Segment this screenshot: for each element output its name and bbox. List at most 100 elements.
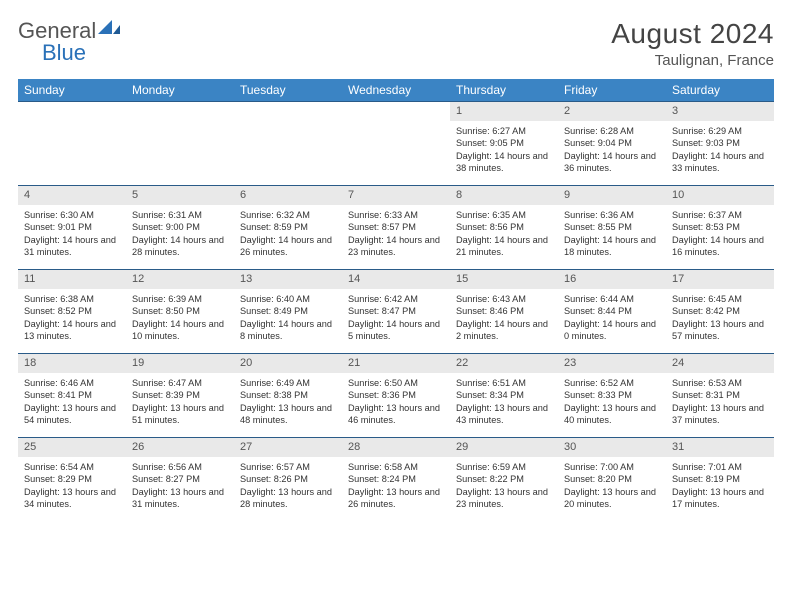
calendar-cell: ..: [126, 102, 234, 186]
sunset-text: Sunset: 8:44 PM: [564, 305, 660, 317]
day-number: 27: [234, 438, 342, 457]
sunset-text: Sunset: 8:27 PM: [132, 473, 228, 485]
daylight-text: Daylight: 14 hours and 2 minutes.: [456, 318, 552, 343]
sunrise-text: Sunrise: 6:40 AM: [240, 293, 336, 305]
sunrise-text: Sunrise: 7:01 AM: [672, 461, 768, 473]
day-details: Sunrise: 6:50 AMSunset: 8:36 PMDaylight:…: [342, 373, 450, 429]
day-number: 3: [666, 102, 774, 121]
sunset-text: Sunset: 8:22 PM: [456, 473, 552, 485]
daylight-text: Daylight: 13 hours and 51 minutes.: [132, 402, 228, 427]
day-details: Sunrise: 6:37 AMSunset: 8:53 PMDaylight:…: [666, 205, 774, 261]
day-details: Sunrise: 6:59 AMSunset: 8:22 PMDaylight:…: [450, 457, 558, 513]
calendar-cell: 30Sunrise: 7:00 AMSunset: 8:20 PMDayligh…: [558, 438, 666, 522]
day-details: Sunrise: 6:57 AMSunset: 8:26 PMDaylight:…: [234, 457, 342, 513]
sunset-text: Sunset: 8:49 PM: [240, 305, 336, 317]
day-number: 23: [558, 354, 666, 373]
calendar-cell: 12Sunrise: 6:39 AMSunset: 8:50 PMDayligh…: [126, 270, 234, 354]
sunset-text: Sunset: 8:46 PM: [456, 305, 552, 317]
daylight-text: Daylight: 13 hours and 46 minutes.: [348, 402, 444, 427]
sunset-text: Sunset: 8:29 PM: [24, 473, 120, 485]
daylight-text: Daylight: 13 hours and 57 minutes.: [672, 318, 768, 343]
daylight-text: Daylight: 13 hours and 26 minutes.: [348, 486, 444, 511]
daylight-text: Daylight: 13 hours and 37 minutes.: [672, 402, 768, 427]
day-number: 2: [558, 102, 666, 121]
sunrise-text: Sunrise: 6:45 AM: [672, 293, 768, 305]
calendar-header-row: SundayMondayTuesdayWednesdayThursdayFrid…: [18, 79, 774, 102]
calendar-cell: 27Sunrise: 6:57 AMSunset: 8:26 PMDayligh…: [234, 438, 342, 522]
daylight-text: Daylight: 14 hours and 10 minutes.: [132, 318, 228, 343]
calendar-row: 11Sunrise: 6:38 AMSunset: 8:52 PMDayligh…: [18, 270, 774, 354]
day-details: Sunrise: 6:38 AMSunset: 8:52 PMDaylight:…: [18, 289, 126, 345]
calendar-row: 4Sunrise: 6:30 AMSunset: 9:01 PMDaylight…: [18, 186, 774, 270]
sunrise-text: Sunrise: 6:44 AM: [564, 293, 660, 305]
calendar-row: ........1Sunrise: 6:27 AMSunset: 9:05 PM…: [18, 102, 774, 186]
daylight-text: Daylight: 14 hours and 38 minutes.: [456, 150, 552, 175]
day-number: 13: [234, 270, 342, 289]
daylight-text: Daylight: 13 hours and 43 minutes.: [456, 402, 552, 427]
daylight-text: Daylight: 14 hours and 5 minutes.: [348, 318, 444, 343]
sunset-text: Sunset: 8:59 PM: [240, 221, 336, 233]
day-details: Sunrise: 6:51 AMSunset: 8:34 PMDaylight:…: [450, 373, 558, 429]
weekday-header: Monday: [126, 79, 234, 102]
day-number: 31: [666, 438, 774, 457]
sunrise-text: Sunrise: 6:53 AM: [672, 377, 768, 389]
month-title: August 2024: [611, 18, 774, 50]
calendar-cell: 2Sunrise: 6:28 AMSunset: 9:04 PMDaylight…: [558, 102, 666, 186]
day-number: 7: [342, 186, 450, 205]
daylight-text: Daylight: 14 hours and 23 minutes.: [348, 234, 444, 259]
day-number: 18: [18, 354, 126, 373]
calendar-cell: ..: [342, 102, 450, 186]
sunset-text: Sunset: 8:24 PM: [348, 473, 444, 485]
sunrise-text: Sunrise: 6:42 AM: [348, 293, 444, 305]
day-number: 16: [558, 270, 666, 289]
daylight-text: Daylight: 13 hours and 20 minutes.: [564, 486, 660, 511]
sunrise-text: Sunrise: 6:57 AM: [240, 461, 336, 473]
day-number: 6: [234, 186, 342, 205]
sunset-text: Sunset: 9:05 PM: [456, 137, 552, 149]
calendar-cell: 22Sunrise: 6:51 AMSunset: 8:34 PMDayligh…: [450, 354, 558, 438]
calendar-cell: 10Sunrise: 6:37 AMSunset: 8:53 PMDayligh…: [666, 186, 774, 270]
day-details: Sunrise: 6:33 AMSunset: 8:57 PMDaylight:…: [342, 205, 450, 261]
calendar-body: ........1Sunrise: 6:27 AMSunset: 9:05 PM…: [18, 102, 774, 522]
sunrise-text: Sunrise: 6:37 AM: [672, 209, 768, 221]
day-details: Sunrise: 6:58 AMSunset: 8:24 PMDaylight:…: [342, 457, 450, 513]
calendar-cell: 1Sunrise: 6:27 AMSunset: 9:05 PMDaylight…: [450, 102, 558, 186]
daylight-text: Daylight: 14 hours and 0 minutes.: [564, 318, 660, 343]
sunset-text: Sunset: 8:39 PM: [132, 389, 228, 401]
sunrise-text: Sunrise: 6:52 AM: [564, 377, 660, 389]
day-details: Sunrise: 6:35 AMSunset: 8:56 PMDaylight:…: [450, 205, 558, 261]
calendar-row: 18Sunrise: 6:46 AMSunset: 8:41 PMDayligh…: [18, 354, 774, 438]
sunset-text: Sunset: 8:50 PM: [132, 305, 228, 317]
sunset-text: Sunset: 8:19 PM: [672, 473, 768, 485]
brand-logo: GeneralBlue: [18, 18, 120, 66]
day-details: Sunrise: 6:31 AMSunset: 9:00 PMDaylight:…: [126, 205, 234, 261]
sunrise-text: Sunrise: 6:35 AM: [456, 209, 552, 221]
daylight-text: Daylight: 14 hours and 28 minutes.: [132, 234, 228, 259]
sunset-text: Sunset: 8:31 PM: [672, 389, 768, 401]
sunset-text: Sunset: 9:00 PM: [132, 221, 228, 233]
day-details: Sunrise: 6:32 AMSunset: 8:59 PMDaylight:…: [234, 205, 342, 261]
sunset-text: Sunset: 8:36 PM: [348, 389, 444, 401]
sunset-text: Sunset: 8:56 PM: [456, 221, 552, 233]
day-details: Sunrise: 6:27 AMSunset: 9:05 PMDaylight:…: [450, 121, 558, 177]
day-number: 5: [126, 186, 234, 205]
sunset-text: Sunset: 8:52 PM: [24, 305, 120, 317]
calendar-cell: 17Sunrise: 6:45 AMSunset: 8:42 PMDayligh…: [666, 270, 774, 354]
day-details: Sunrise: 6:44 AMSunset: 8:44 PMDaylight:…: [558, 289, 666, 345]
daylight-text: Daylight: 13 hours and 40 minutes.: [564, 402, 660, 427]
sunset-text: Sunset: 8:57 PM: [348, 221, 444, 233]
calendar-cell: 7Sunrise: 6:33 AMSunset: 8:57 PMDaylight…: [342, 186, 450, 270]
sunset-text: Sunset: 8:53 PM: [672, 221, 768, 233]
day-details: Sunrise: 6:52 AMSunset: 8:33 PMDaylight:…: [558, 373, 666, 429]
daylight-text: Daylight: 14 hours and 21 minutes.: [456, 234, 552, 259]
calendar-cell: 13Sunrise: 6:40 AMSunset: 8:49 PMDayligh…: [234, 270, 342, 354]
sunrise-text: Sunrise: 6:49 AM: [240, 377, 336, 389]
day-number: 30: [558, 438, 666, 457]
sunrise-text: Sunrise: 6:36 AM: [564, 209, 660, 221]
day-number: 10: [666, 186, 774, 205]
calendar-cell: 26Sunrise: 6:56 AMSunset: 8:27 PMDayligh…: [126, 438, 234, 522]
sunset-text: Sunset: 8:20 PM: [564, 473, 660, 485]
calendar-cell: 24Sunrise: 6:53 AMSunset: 8:31 PMDayligh…: [666, 354, 774, 438]
day-details: Sunrise: 6:46 AMSunset: 8:41 PMDaylight:…: [18, 373, 126, 429]
calendar-cell: 11Sunrise: 6:38 AMSunset: 8:52 PMDayligh…: [18, 270, 126, 354]
